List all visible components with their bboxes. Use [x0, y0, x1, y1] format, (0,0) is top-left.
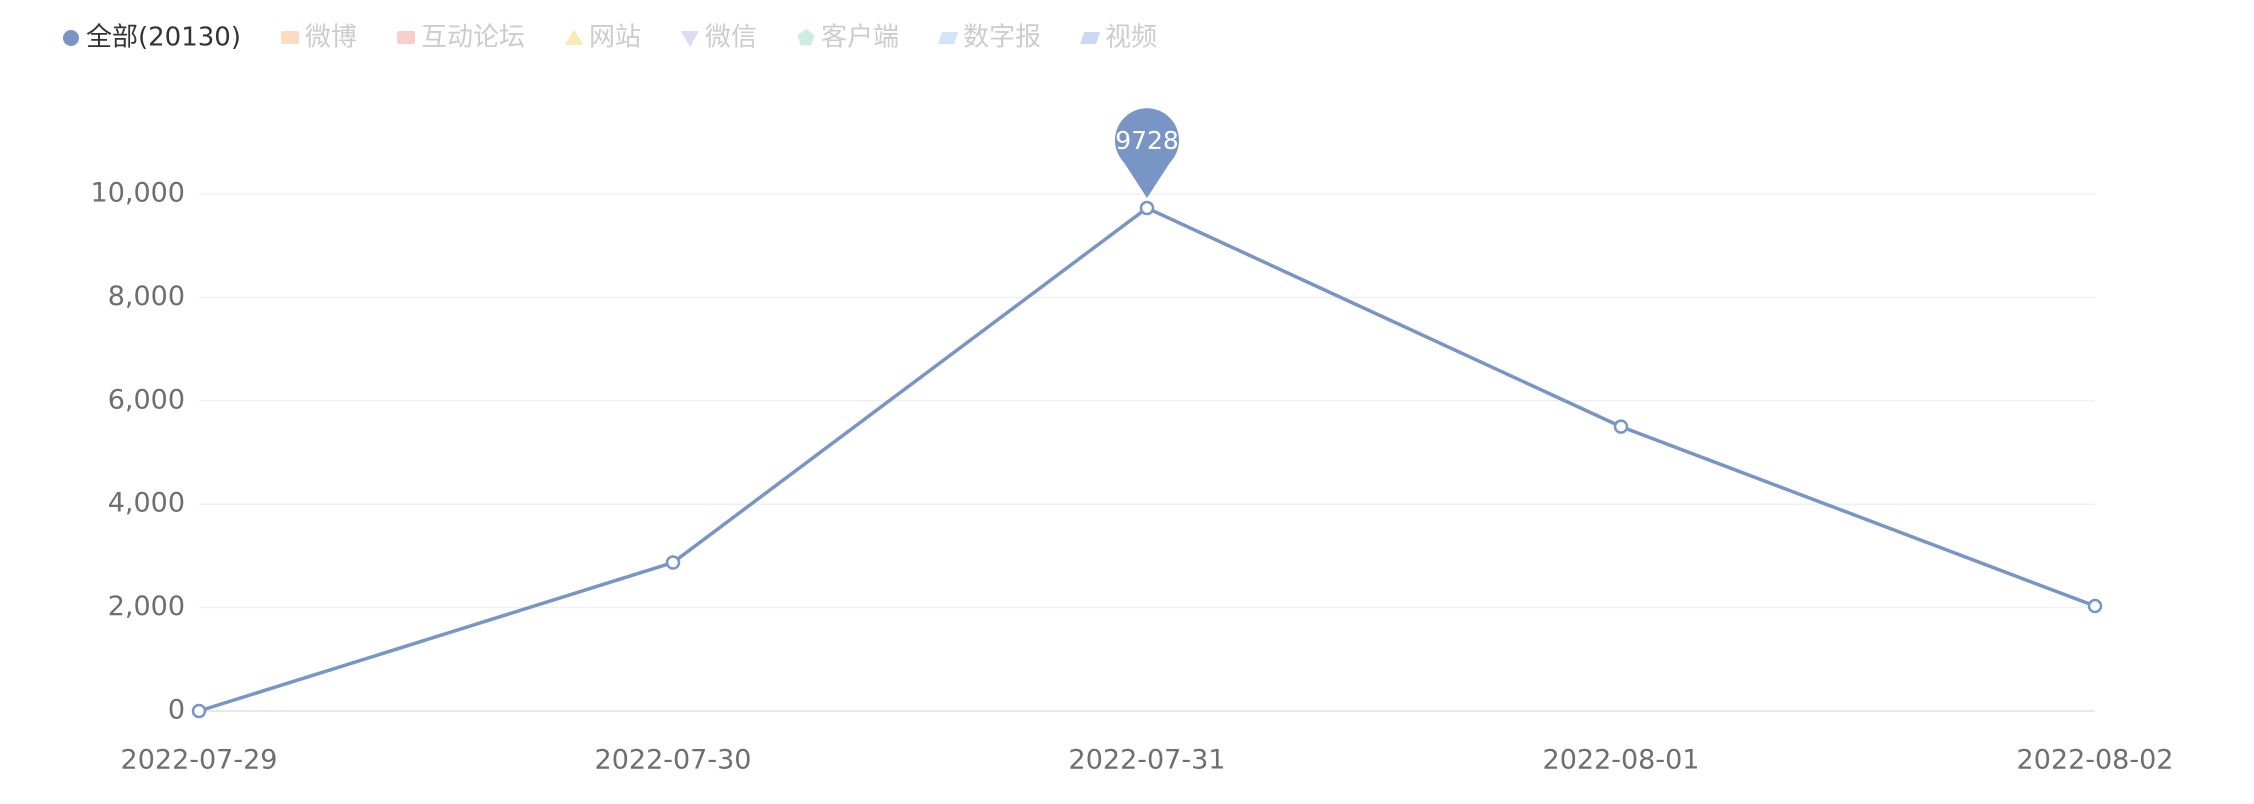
y-tick-label: 0 — [168, 695, 185, 726]
y-tick-label: 6,000 — [108, 384, 185, 415]
y-tick-label: 10,000 — [91, 178, 185, 209]
x-tick-label: 2022-07-29 — [121, 745, 278, 776]
legend-symbol — [681, 31, 700, 47]
x-tick-label: 2022-07-30 — [595, 745, 752, 776]
x-tick-label: 2022-07-31 — [1069, 745, 1226, 776]
y-tick-label: 8,000 — [108, 281, 185, 312]
legend-symbol — [797, 29, 815, 46]
legend-symbol — [397, 31, 416, 44]
point — [1139, 200, 1155, 216]
legend-symbol — [63, 30, 79, 46]
point — [1613, 419, 1629, 434]
legend: 全部(20130) 微博 互动论坛 网站 微信 客户端 数字报 视频 — [63, 23, 1157, 53]
legend-label[interactable]: 互动论坛 — [421, 23, 525, 53]
point — [2087, 598, 2103, 614]
x-tick-label: 2022-08-02 — [2017, 745, 2174, 776]
y-tick-label: 4,000 — [108, 488, 185, 519]
y-tick-label: 2,000 — [108, 591, 185, 622]
x-tick-label: 2022-08-01 — [1543, 745, 1700, 776]
legend-label[interactable]: 微信 — [705, 23, 757, 53]
legend-symbol — [1080, 32, 1101, 44]
legend-label[interactable]: 视频 — [1105, 23, 1157, 53]
legend-label[interactable]: 网站 — [589, 23, 641, 53]
legend-symbol — [565, 29, 584, 45]
legend-label[interactable]: 全部(20130) — [86, 23, 241, 53]
max-pin-label: 9728 — [1115, 126, 1179, 155]
legend-label[interactable]: 数字报 — [963, 23, 1041, 53]
legend-symbol — [938, 32, 959, 44]
legend-label[interactable]: 客户端 — [821, 23, 899, 53]
legend-label[interactable]: 微博 — [305, 23, 357, 53]
max-pin — [1115, 108, 1179, 199]
legend-symbol — [281, 31, 299, 44]
point — [191, 703, 207, 719]
line — [198, 206, 2096, 713]
point — [665, 555, 681, 570]
